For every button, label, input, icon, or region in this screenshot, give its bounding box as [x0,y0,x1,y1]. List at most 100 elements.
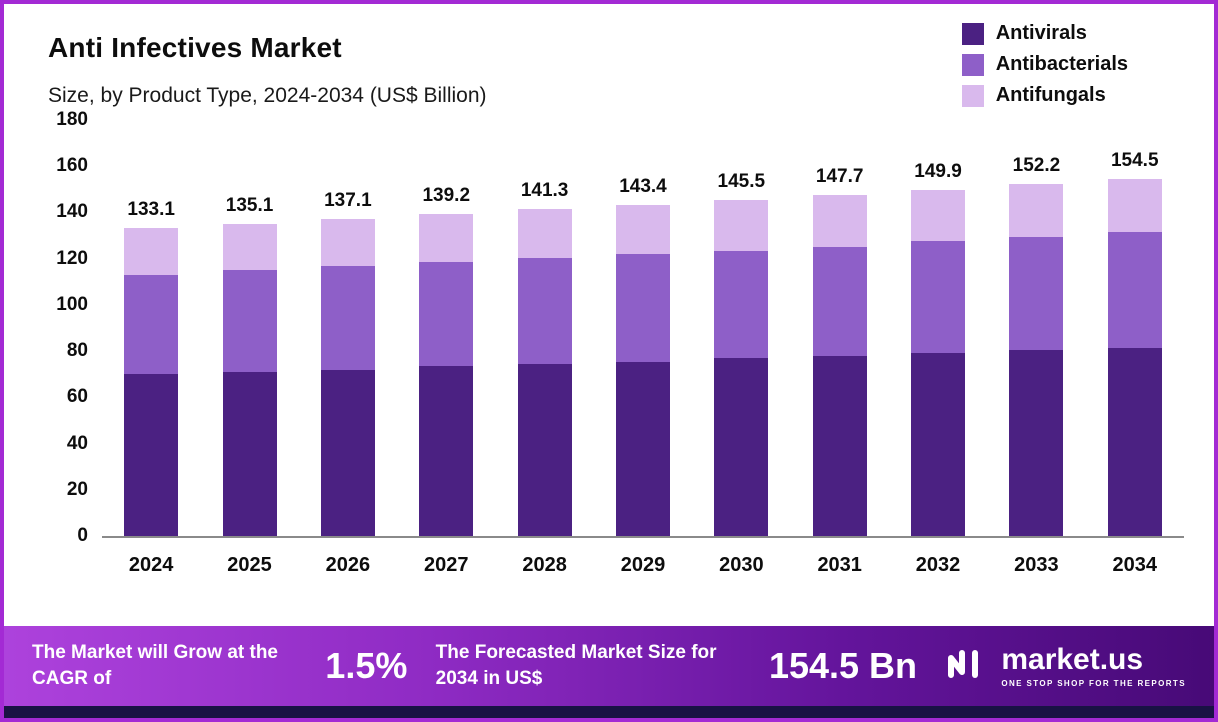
chart-subtitle: Size, by Product Type, 2024-2034 (US$ Bi… [48,84,487,107]
legend: Antivirals Antibacterials Antifungals [961,22,1184,107]
bar-segment-antifungals [124,228,179,275]
cagr-value: 1.5% [325,645,408,686]
brand-logo[interactable]: market.us ONE STOP SHOP FOR THE REPORTS [945,642,1186,688]
bottom-strip [4,706,1214,718]
bar-2032: 149.9 [911,160,966,536]
y-tick-label: 0 [77,525,88,546]
bar-2030: 145.5 [714,170,769,536]
bar-total-label: 145.5 [717,170,766,192]
x-axis-label: 2034 [1112,554,1158,576]
bar-segment-antivirals [812,355,867,536]
bar-segment-antibacterials [714,250,769,359]
bar-segment-antibacterials [419,262,474,367]
legend-item-antivirals: Antivirals [961,22,1128,45]
bar-2028: 141.3 [517,180,572,536]
bar-segment-antibacterials [1009,236,1064,350]
x-labels: 2024 2025 2026 2027 2028 2029 2030 2031 2032 2033… [102,554,1184,577]
bar-2029: 143.4 [615,175,670,536]
bar-segment-antibacterials [517,257,572,364]
bar-segment-antivirals [615,361,670,536]
footer-banner: The Market will Grow at the CAGR of 1.5%… [4,626,1214,706]
bar-total-label: 152.2 [1012,155,1061,177]
bar-total-label: 143.4 [619,175,667,197]
bar-segment-antifungals [1009,184,1064,237]
bar-segment-antifungals [812,194,867,248]
bar-total-label: 141.3 [520,180,569,202]
bar-segment-antifungals [222,223,277,271]
chart-section: Anti Infectives Market Size, by Product … [4,4,1214,626]
legend-label: Antifungals [995,84,1106,106]
bar-total-label: 135.1 [225,194,274,216]
bar-total-label: 147.7 [815,165,864,187]
y-tick-label: 100 [56,293,88,315]
bar-segment-antifungals [419,214,474,263]
legend-swatch [961,84,984,107]
forecast-value: 154.5 Bn [768,645,918,686]
bar-2026: 137.1 [320,190,375,536]
bar-2025: 135.1 [222,194,277,536]
chart-header: Anti Infectives Market Size, by Product … [38,18,1184,108]
bar-segment-antivirals [419,366,474,536]
bar-segment-antivirals [124,374,179,536]
bar-segment-antivirals [714,358,769,536]
bar-segment-antifungals [1107,178,1162,233]
y-tick-label: 60 [66,386,88,408]
x-axis-label: 2027 [424,554,469,576]
brand-tagline: ONE STOP SHOP FOR THE REPORTS [1001,678,1186,688]
y-tick-label: 140 [56,201,88,223]
x-axis-label: 2030 [719,554,764,576]
bar-2033: 152.2 [1009,155,1064,536]
y-tick-label: 160 [56,155,88,177]
bar-segment-antifungals [911,189,966,242]
forecast-label: The Forecasted Market Size for 2034 in U… [435,642,717,689]
brand-text-block: market.us ONE STOP SHOP FOR THE REPORTS [1001,642,1186,688]
y-tick-label: 120 [56,247,88,269]
legend-item-antifungals: Antifungals [961,84,1128,107]
bar-segment-antibacterials [812,247,867,356]
bar-segment-antivirals [911,353,966,536]
legend-swatch [961,53,984,76]
legend-item-antibacterials: Antibacterials [961,53,1128,76]
bar-segment-antibacterials [615,254,670,362]
bar-2024: 133.1 [124,199,179,536]
bar-total-label: 133.1 [127,199,175,221]
bar-total-label: 137.1 [324,190,372,212]
bar-segment-antibacterials [320,265,375,370]
brand-name: market.us [1001,642,1144,676]
x-axis-label: 2024 [128,554,174,576]
y-tick-label: 180 [56,109,88,130]
bar-segment-antivirals [320,369,375,536]
bar-segment-antibacterials [124,274,179,375]
x-axis-label: 2025 [227,554,272,576]
plot-wrap: 0 20 40 60 80 100 120 140 160 180 133.1 135.1 137.1… [38,109,1184,546]
bar-segment-antibacterials [222,270,277,372]
x-axis-label: 2031 [817,554,862,576]
x-axis-label: 2028 [522,554,567,576]
legend-label: Antivirals [995,22,1087,44]
plot-area: 133.1 135.1 137.1 139.2 141.3 143.4 145.5 147.7… [102,120,1184,538]
x-axis-label: 2033 [1014,554,1059,576]
bar-segment-antivirals [1009,349,1064,536]
bar-segment-antibacterials [911,241,966,354]
bar-segment-antifungals [714,199,769,251]
legend-label: Antibacterials [995,53,1128,75]
y-axis: 0 20 40 60 80 100 120 140 160 180 [38,109,102,546]
market-us-logo-icon [945,646,989,687]
y-tick-label: 80 [66,340,88,362]
x-axis-label: 2026 [325,554,371,576]
x-axis-label: 2032 [915,554,961,576]
bar-segment-antifungals [517,209,572,258]
bar-segment-antifungals [320,219,375,266]
bar-total-label: 139.2 [422,185,471,207]
y-tick-label: 20 [66,478,88,500]
title-block: Anti Infectives Market Size, by Product … [38,18,487,108]
legend-swatch [961,22,984,45]
bar-total-label: 149.9 [914,160,962,182]
bar-segment-antivirals [517,363,572,536]
bar-segment-antibacterials [1107,232,1162,348]
bar-segment-antifungals [615,204,670,255]
bar-2031: 147.7 [812,165,867,536]
bar-2034: 154.5 [1107,150,1162,536]
cagr-label: The Market will Grow at the CAGR of [32,642,278,689]
